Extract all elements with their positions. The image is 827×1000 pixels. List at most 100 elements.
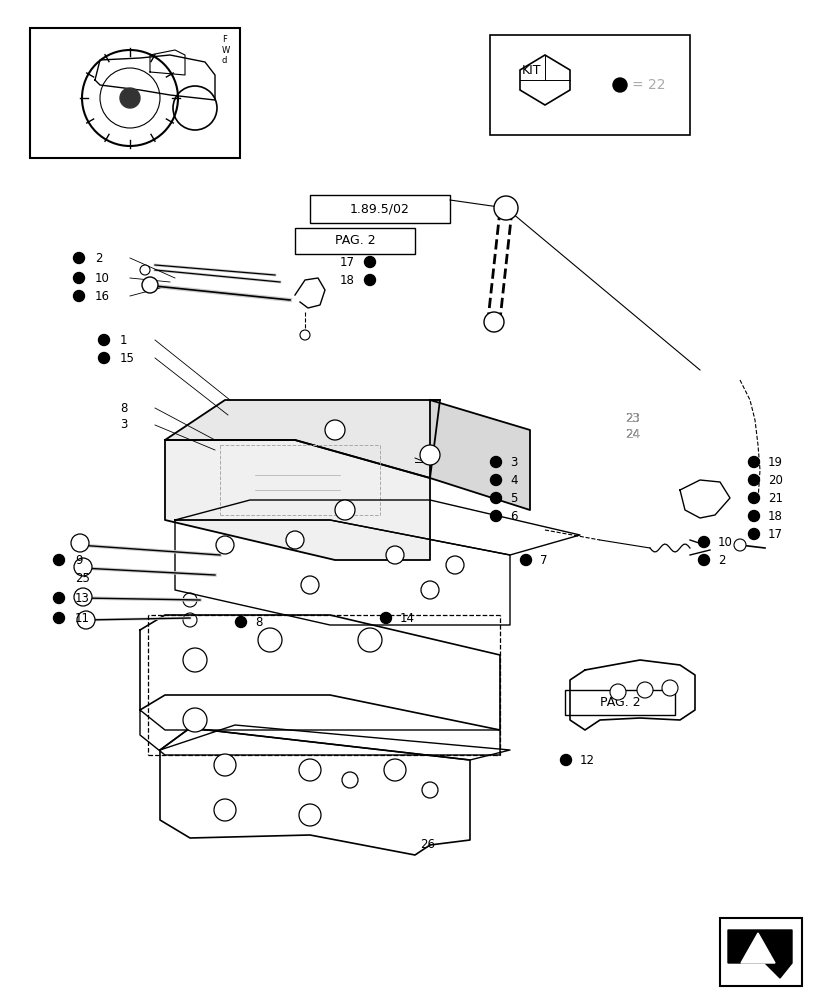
Circle shape [698,554,709,566]
Text: 3: 3 [120,418,127,432]
Circle shape [54,592,65,603]
Text: 14: 14 [399,611,414,624]
Text: 26: 26 [419,838,434,851]
Circle shape [748,510,758,522]
Circle shape [258,628,282,652]
Circle shape [484,312,504,332]
Text: 1.89.5/02: 1.89.5/02 [350,202,409,216]
Circle shape [71,534,88,552]
Circle shape [77,611,95,629]
Circle shape [54,554,65,566]
Bar [719,918,801,986]
Circle shape [380,612,391,624]
Text: 7: 7 [539,554,547,566]
Circle shape [54,612,65,624]
Circle shape [420,581,438,599]
Text: 15: 15 [120,352,135,364]
Text: 5: 5 [509,491,517,504]
Circle shape [74,588,92,606]
Circle shape [748,492,758,504]
Circle shape [384,759,405,781]
Text: 4: 4 [509,474,517,487]
Text: 6: 6 [509,510,517,522]
Text: = 22: = 22 [631,78,665,92]
Text: 20: 20 [767,474,782,487]
Circle shape [74,272,84,284]
Circle shape [490,510,501,522]
Circle shape [141,277,158,293]
Text: 1: 1 [120,334,127,347]
Bar [309,195,449,223]
Circle shape [98,353,109,363]
Text: 11: 11 [75,611,90,624]
Text: 2: 2 [717,554,724,566]
Circle shape [357,628,381,652]
Bar [490,35,689,135]
Circle shape [364,274,375,286]
Circle shape [285,531,304,549]
Circle shape [299,804,321,826]
Text: 24: 24 [624,428,639,442]
Circle shape [490,492,501,504]
Text: 8: 8 [255,615,262,629]
Text: 8: 8 [120,401,127,414]
Circle shape [698,536,709,548]
Polygon shape [165,400,439,478]
Text: 10: 10 [95,271,110,284]
Circle shape [385,546,404,564]
Text: 10: 10 [717,536,732,548]
Circle shape [422,782,437,798]
Circle shape [216,536,234,554]
Polygon shape [740,933,774,963]
Polygon shape [165,440,429,560]
Circle shape [120,88,140,108]
Circle shape [748,528,758,540]
Text: 24: 24 [624,428,639,442]
Circle shape [342,772,357,788]
Text: 18: 18 [340,273,355,286]
Circle shape [183,648,207,672]
Text: 23: 23 [624,412,639,424]
Circle shape [748,475,758,486]
Circle shape [446,556,463,574]
Text: 17: 17 [340,255,355,268]
Text: PAG. 2: PAG. 2 [599,696,639,708]
Text: 3: 3 [509,456,517,468]
Circle shape [490,456,501,468]
Circle shape [140,265,150,275]
Text: F
W
d: F W d [222,35,230,65]
Text: 16: 16 [95,290,110,302]
Circle shape [325,420,345,440]
Circle shape [612,78,626,92]
Bar [30,28,240,158]
Bar [294,228,414,254]
Text: 13: 13 [75,591,90,604]
Circle shape [235,616,246,628]
Circle shape [301,576,318,594]
Circle shape [636,682,653,698]
Text: 2: 2 [95,251,103,264]
Circle shape [213,799,236,821]
Circle shape [494,196,518,220]
Circle shape [609,684,625,700]
Text: 25: 25 [75,572,90,584]
Text: 21: 21 [767,491,782,504]
Circle shape [299,330,309,340]
Text: KIT: KIT [522,64,541,77]
Circle shape [183,708,207,732]
Text: 19: 19 [767,456,782,468]
Text: 9: 9 [75,554,83,566]
Circle shape [335,500,355,520]
Circle shape [74,558,92,576]
Circle shape [74,290,84,302]
Circle shape [560,754,571,766]
Text: 17: 17 [767,528,782,540]
Text: 23: 23 [624,412,639,424]
Circle shape [490,475,501,486]
Text: 12: 12 [579,754,595,766]
Circle shape [213,754,236,776]
Polygon shape [429,400,529,510]
Circle shape [419,445,439,465]
Circle shape [662,680,677,696]
Circle shape [733,539,745,551]
